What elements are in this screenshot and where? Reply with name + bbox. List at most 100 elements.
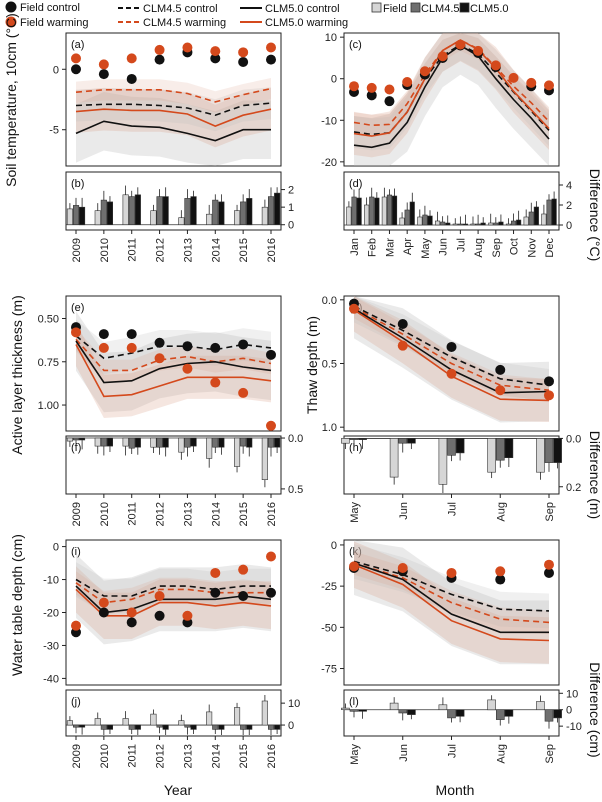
- panel-a-field-warming-point-0: [71, 53, 81, 64]
- panel-a-line-clm45-control: [75, 102, 272, 117]
- panel-a-field-warming-point-3: [154, 44, 165, 55]
- panel-g-field-control-point-2: [446, 341, 457, 352]
- panel-g-field-warming-point-2: [446, 368, 457, 379]
- legend-field-control-marker: [5, 1, 17, 13]
- panel-d-xtick-label-8: Sep: [491, 238, 503, 258]
- panel-c-band-3: [354, 33, 549, 136]
- panel-b-bar-clm45-1: [100, 199, 107, 226]
- panel-e-band-3: [76, 328, 271, 382]
- panel-l-xtick-label-1: Jun: [398, 744, 410, 762]
- panel-f-bar-field-6: [234, 437, 241, 467]
- panel-h-xtick-label-3: Aug: [495, 502, 507, 522]
- ylabel-diff-temp: Difference (°C): [587, 169, 602, 261]
- panel-d-bar-field-4: [417, 216, 423, 226]
- panel-h-bar-field-2: [438, 438, 448, 485]
- panel-k-ytick-label-3: 0: [331, 540, 337, 552]
- legend: Field control Field warming CLM4.5 contr…: [5, 1, 509, 29]
- panel-i-field-warming-point-7: [266, 551, 276, 562]
- panel-f-bar-field-3: [150, 437, 157, 448]
- panel-b-bar-field-7: [261, 206, 268, 226]
- legend-field-warming: Field warming: [5, 16, 88, 29]
- panel-l-xtick-label-2: Jul: [447, 744, 459, 758]
- panel-b-xtick-label-2: 2011: [127, 238, 139, 262]
- panel-f-label: (f): [71, 442, 81, 454]
- panel-d-xtick-label-6: Jul: [455, 238, 467, 252]
- panel-e-field-control-point-3: [154, 337, 165, 348]
- panel-f-bar-clm50-2: [134, 437, 141, 448]
- panel-b-bar-field-0: [66, 208, 73, 225]
- panel-e-field-control-point-7: [266, 349, 276, 360]
- panel-l-bar-field-4: [536, 701, 545, 710]
- panel-c-field-warming-point-11: [544, 80, 554, 91]
- panel-c-field-warming-point-10: [526, 77, 537, 88]
- panel-e-field-warming-point-2: [126, 342, 137, 353]
- legend-bar-field: Field: [371, 2, 407, 15]
- panel-f-xtick-label-3: 2012: [155, 502, 167, 526]
- panel-d-bar-field-1: [364, 204, 370, 226]
- panel-d-bar-field-9: [505, 223, 512, 226]
- ylabel-thaw: Thaw depth (m): [304, 316, 320, 414]
- panel-a-ytick-label-0: -5: [49, 125, 59, 137]
- panel-d-bar-clm45-5: [440, 221, 446, 226]
- panel-j-bar-field-4: [178, 720, 185, 726]
- panel-f-bar-clm45-7: [267, 437, 275, 448]
- panel-h-xtick-label-0: May: [349, 502, 361, 523]
- panel-e-field-warming-point-3: [154, 353, 165, 364]
- panel-j-bar-field-6: [234, 707, 241, 726]
- panel-i-field-warming-point-2: [126, 607, 137, 618]
- panel-e-ytick-label-2: 1.00: [38, 400, 59, 412]
- panel-c-field-control-point-2: [384, 96, 395, 107]
- legend-clm50-control: CLM5.0 control: [240, 3, 340, 15]
- panel-a-field-control-point-2: [126, 73, 137, 84]
- panel-f-bar-clm45-3: [156, 437, 163, 448]
- panel-f-xtick-label-7: 2016: [266, 502, 278, 526]
- panel-d-bar-clm45-9: [510, 220, 517, 226]
- panel-f-bar-clm45-5: [212, 437, 219, 448]
- panel-j-bar-clm45-6: [240, 724, 247, 730]
- panel-j-bar-field-7: [261, 700, 268, 726]
- panel-l-bar-clm45-4: [544, 709, 554, 722]
- panel-f-bar-clm50-0: [79, 437, 86, 441]
- panel-d-bar-clm50-3: [409, 201, 415, 226]
- panel-e-ytick-label-1: 0.75: [38, 357, 59, 369]
- panel-d-bar-clm50-7: [480, 222, 486, 226]
- panel-l-bar-clm50-4: [553, 709, 562, 719]
- legend-clm50-warming: CLM5.0 warming: [240, 17, 348, 29]
- panel-b-ytick-label-1: 1: [288, 202, 294, 214]
- panel-k-field-warming-point-4: [544, 559, 554, 570]
- panel-b-ytick-label-0: 0: [288, 220, 294, 232]
- panel-b-ytick-label-2: 2: [288, 185, 294, 197]
- panel-a-ytick-label-1: 0: [53, 64, 59, 76]
- panel-g-field-warming-point-1: [397, 340, 408, 351]
- panel-b-frame: [65, 171, 282, 231]
- panel-f-bar-field-0: [66, 437, 73, 442]
- panel-f-xtick-label-5: 2014: [210, 502, 222, 526]
- panel-i-ytick-label-4: 0: [53, 542, 59, 554]
- legend-bar-clm50: CLM5.0: [459, 2, 509, 15]
- panel-j-bar-clm45-0: [73, 724, 80, 728]
- panel-b-xtick-label-5: 2014: [210, 238, 222, 262]
- panel-l-bar-clm45-3: [495, 709, 505, 720]
- panel-k-ytick-label-2: -25: [321, 581, 337, 593]
- panel-j-label: (j): [71, 696, 81, 708]
- panel-f-bar-clm50-5: [218, 437, 225, 448]
- panel-j-bar-clm50-6: [246, 724, 253, 730]
- panel-k-field-warming-point-3: [495, 566, 506, 577]
- panel-b-bar-clm50-0: [79, 206, 86, 226]
- panel-e-field-warming-point-6: [238, 387, 249, 398]
- panel-e-line-clm45-warming: [75, 338, 272, 372]
- panel-d-xtick-label-0: Jan: [349, 238, 361, 256]
- panel-g-field-warming-point-3: [495, 385, 506, 396]
- panel-d-bar-clm50-4: [427, 215, 433, 226]
- panel-e-line-clm50-warming: [75, 344, 272, 398]
- panel-d-xtick-label-4: May: [420, 238, 432, 259]
- panel-j-bar-clm50-1: [106, 724, 113, 730]
- panel-a-field-warming-point-2: [126, 53, 137, 64]
- panel-g-line-clm45-control: [353, 305, 550, 386]
- panel-b-bar-clm50-4: [190, 196, 197, 226]
- panel-k-ytick-label-1: -50: [321, 622, 337, 634]
- panel-i-field-control-point-6: [238, 591, 249, 602]
- panel-g-ytick-label-2: 1.0: [322, 422, 337, 434]
- panel-j-bar-clm45-3: [156, 724, 163, 728]
- panel-e-band-0: [76, 311, 271, 413]
